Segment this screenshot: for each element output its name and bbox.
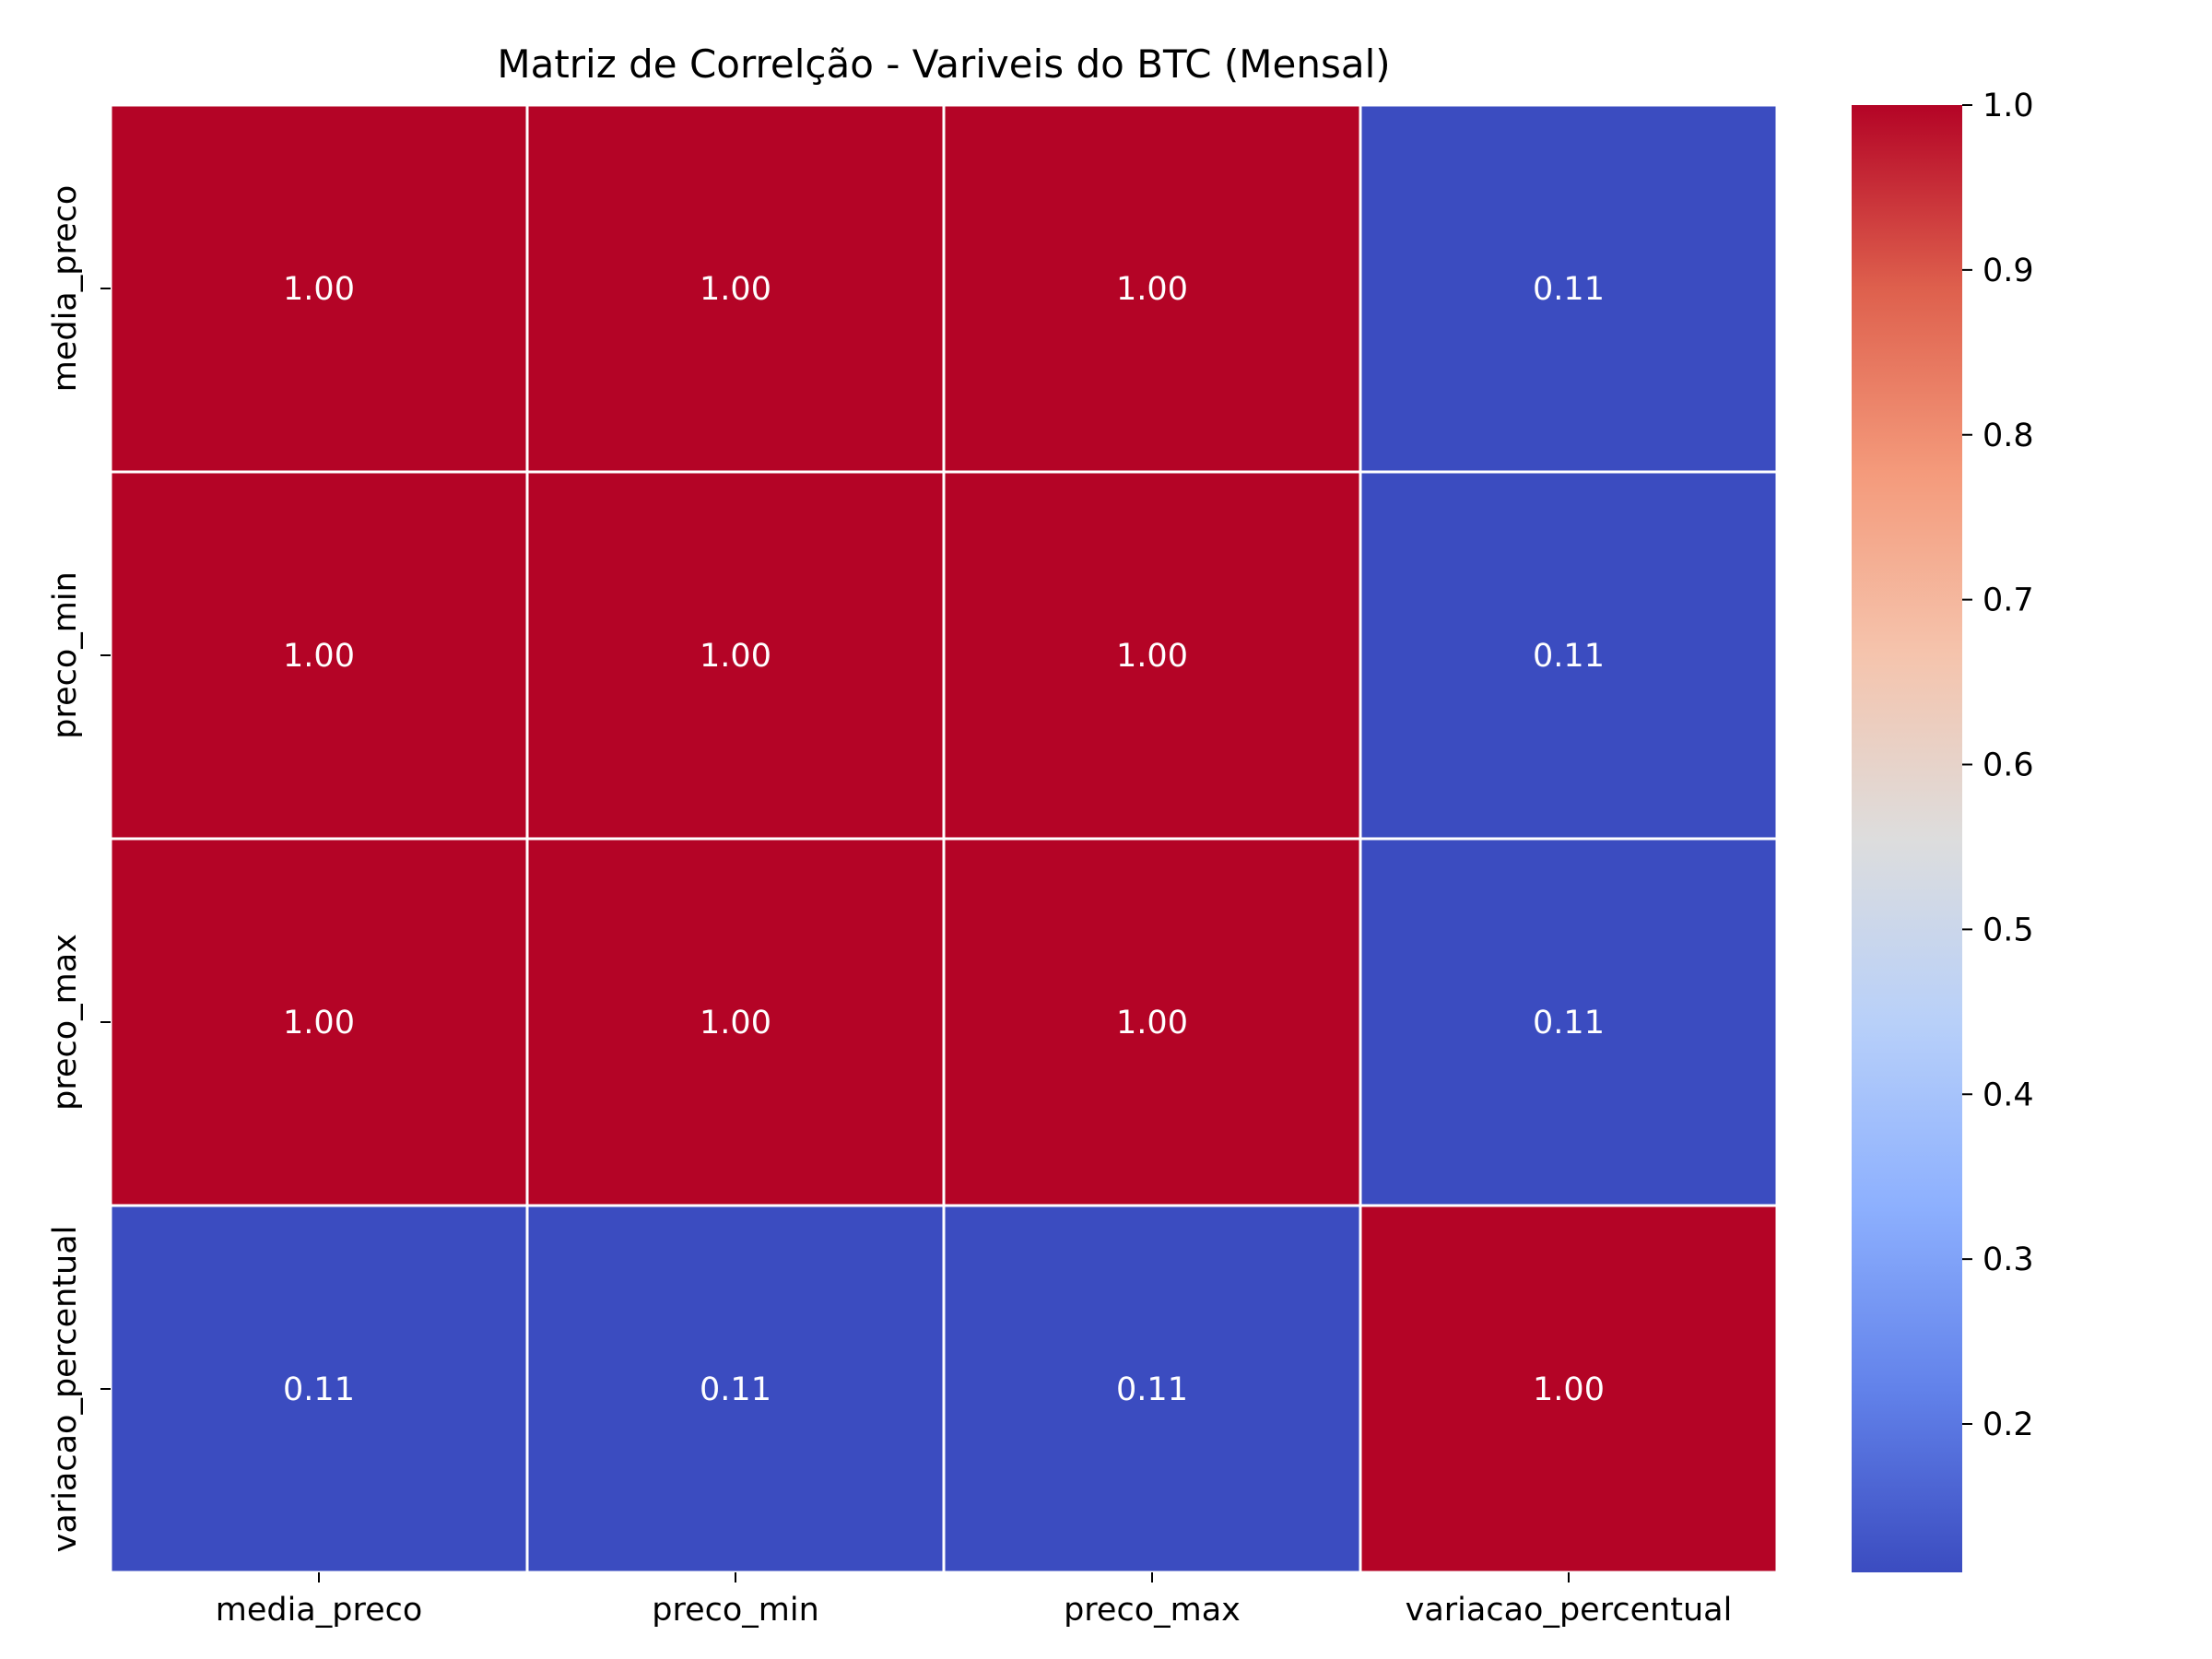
heatmap-cell-r3-c3 xyxy=(1359,1204,1779,1574)
colorbar-tick-label-8: 1.0 xyxy=(1983,88,2034,124)
cell-value-label-r3-c2: 0.11 xyxy=(1116,1371,1188,1408)
colorbar-tick-label-6: 0.8 xyxy=(1983,418,2034,454)
colorbar-gradient xyxy=(1852,105,1962,1572)
y-axis: media_preco preco_min preco_max variacao_pe… xyxy=(47,185,111,1553)
colorbar-tick-label-0: 0.2 xyxy=(1983,1406,2034,1443)
colorbar-tick-label-4: 0.6 xyxy=(1983,747,2034,784)
heatmap-cell-r0-c0 xyxy=(109,103,529,474)
cell-value-label-r2-c2: 1.00 xyxy=(1116,1005,1188,1041)
cell-value-label-r3-c0: 0.11 xyxy=(283,1371,355,1408)
chart-title: Matriz de Correlção - Variveis do BTC (M… xyxy=(497,41,1390,87)
cell-value-label-r1-c3: 0.11 xyxy=(1533,638,1605,675)
cell-value-label-r0-c0: 1.00 xyxy=(283,271,355,308)
heatmap-cell-r1-c2 xyxy=(942,470,1362,841)
cell-value-label-r3-c1: 0.11 xyxy=(700,1371,771,1408)
y-tick-label-0: media_preco xyxy=(47,185,84,393)
x-tick-label-0: media_preco xyxy=(216,1592,423,1629)
cell-value-label-r1-c0: 1.00 xyxy=(283,638,355,675)
heatmap-cell-r0-c1 xyxy=(525,103,946,474)
cell-value-label-r0-c1: 1.00 xyxy=(700,271,771,308)
heatmap-cell-r2-c1 xyxy=(525,837,946,1207)
heatmap-cell-r2-c3 xyxy=(1359,837,1779,1207)
colorbar-tick-label-2: 0.4 xyxy=(1983,1077,2034,1113)
y-tick-label-1: preco_min xyxy=(47,571,84,739)
colorbar-tick-label-1: 0.3 xyxy=(1983,1241,2034,1278)
colorbar-tick-label-7: 0.9 xyxy=(1983,253,2034,289)
heatmap-cell-r1-c3 xyxy=(1359,470,1779,841)
x-tick-label-3: variacao_percentual xyxy=(1406,1592,1733,1629)
cell-value-label-r1-c2: 1.00 xyxy=(1116,638,1188,675)
y-tick-label-3: variacao_percentual xyxy=(47,1226,84,1553)
x-axis: media_preco preco_min preco_max variacao_pe… xyxy=(216,1572,1733,1629)
colorbar-tick-label-5: 0.7 xyxy=(1983,582,2034,619)
heatmap-cell-r0-c2 xyxy=(942,103,1362,474)
colorbar-tick-label-3: 0.5 xyxy=(1983,912,2034,948)
cell-value-label-r0-c3: 0.11 xyxy=(1533,271,1605,308)
x-tick-label-1: preco_min xyxy=(652,1592,819,1629)
heatmap-cell-r3-c0 xyxy=(109,1204,529,1574)
y-tick-label-2: preco_max xyxy=(47,934,84,1111)
heatmap-cell-r0-c3 xyxy=(1359,103,1779,474)
cell-value-label-r2-c1: 1.00 xyxy=(700,1005,771,1041)
heatmap-cells xyxy=(109,103,1779,1574)
heatmap-cell-labels: 1.00 1.00 1.00 0.11 1.00 1.00 1.00 0.11 1.00 1.00… xyxy=(283,271,1605,1408)
cell-value-label-r1-c1: 1.00 xyxy=(700,638,771,675)
cell-value-label-r3-c3: 1.00 xyxy=(1533,1371,1605,1408)
heatmap-cell-r3-c2 xyxy=(942,1204,1362,1574)
cell-value-label-r2-c0: 1.00 xyxy=(283,1005,355,1041)
cell-value-label-r2-c3: 0.11 xyxy=(1533,1005,1605,1041)
cell-value-label-r0-c2: 1.00 xyxy=(1116,271,1188,308)
x-tick-label-2: preco_max xyxy=(1064,1592,1241,1629)
heatmap-cell-r3-c1 xyxy=(525,1204,946,1574)
colorbar: 0.2 0.3 0.4 0.5 0.6 0.7 0.8 0.9 1.0 xyxy=(1852,88,2034,1572)
